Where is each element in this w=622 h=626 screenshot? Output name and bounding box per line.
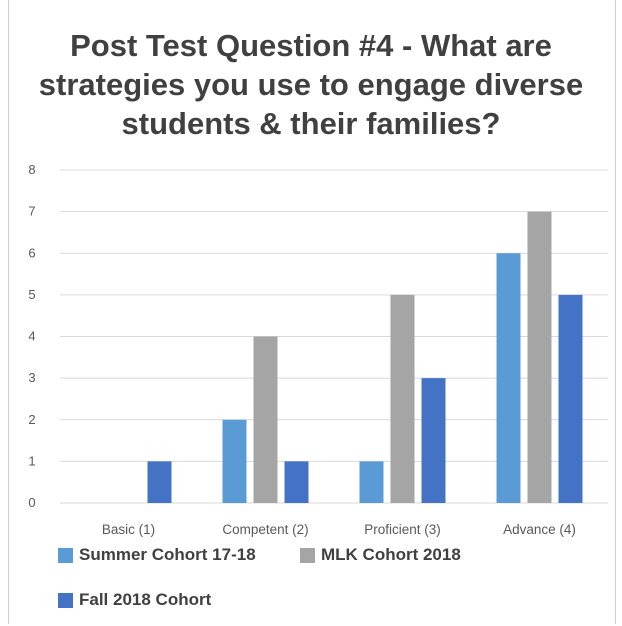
bar-series1-cat1 xyxy=(253,336,278,503)
y-axis-ticks: 0 1 2 3 4 5 6 7 8 xyxy=(28,162,35,510)
x-category-label: Competent (2) xyxy=(222,522,308,537)
chart-title-line-2: strategies you use to engage diverse xyxy=(38,67,584,102)
bar-series2-cat1 xyxy=(284,461,309,503)
legend-swatch-mlk xyxy=(300,547,315,563)
y-tick-label: 3 xyxy=(28,370,35,385)
bars xyxy=(147,211,583,503)
bar-series0-cat3 xyxy=(496,253,521,503)
bar-series2-cat3 xyxy=(558,294,583,503)
bar-series0-cat1 xyxy=(222,419,247,503)
x-category-label: Basic (1) xyxy=(102,522,155,537)
y-tick-label: 7 xyxy=(28,204,35,219)
bar-series2-cat0 xyxy=(147,461,172,503)
legend-swatch-summer xyxy=(58,547,73,563)
chart-title-line-1: Post Test Question #4 - What are xyxy=(70,28,552,63)
bar-series2-cat2 xyxy=(421,378,446,503)
chart-frame xyxy=(8,0,616,624)
bar-series1-cat2 xyxy=(390,294,415,503)
y-tick-label: 2 xyxy=(28,412,35,427)
legend-item-summer: Summer Cohort 17-18 xyxy=(58,545,256,565)
y-tick-label: 5 xyxy=(28,287,35,302)
legend-swatch-fall xyxy=(58,592,73,608)
bar-series1-cat3 xyxy=(527,211,552,503)
legend-label-mlk: MLK Cohort 2018 xyxy=(321,545,461,564)
y-tick-label: 1 xyxy=(28,453,35,468)
legend-label-summer: Summer Cohort 17-18 xyxy=(79,545,256,564)
chart-title-line-3: students & their families? xyxy=(121,106,501,141)
bar-series0-cat2 xyxy=(359,461,384,503)
legend-item-mlk: MLK Cohort 2018 xyxy=(300,545,461,565)
y-tick-label: 0 xyxy=(28,495,35,510)
y-tick-label: 6 xyxy=(28,245,35,260)
chart-title: Post Test Question #4 - What are strateg… xyxy=(20,26,602,143)
legend-item-fall: Fall 2018 Cohort xyxy=(58,590,211,610)
y-tick-label: 4 xyxy=(28,329,35,344)
x-category-label: Advance (4) xyxy=(503,522,576,537)
x-category-label: Proficient (3) xyxy=(364,522,441,537)
gridlines xyxy=(60,169,608,504)
x-axis-categories: Basic (1) Competent (2) Proficient (3) Adva… xyxy=(102,522,576,537)
legend-label-fall: Fall 2018 Cohort xyxy=(79,590,212,609)
y-tick-label: 8 xyxy=(28,162,35,177)
